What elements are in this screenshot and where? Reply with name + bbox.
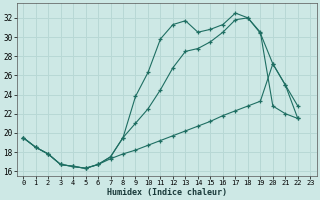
X-axis label: Humidex (Indice chaleur): Humidex (Indice chaleur) xyxy=(107,188,227,197)
